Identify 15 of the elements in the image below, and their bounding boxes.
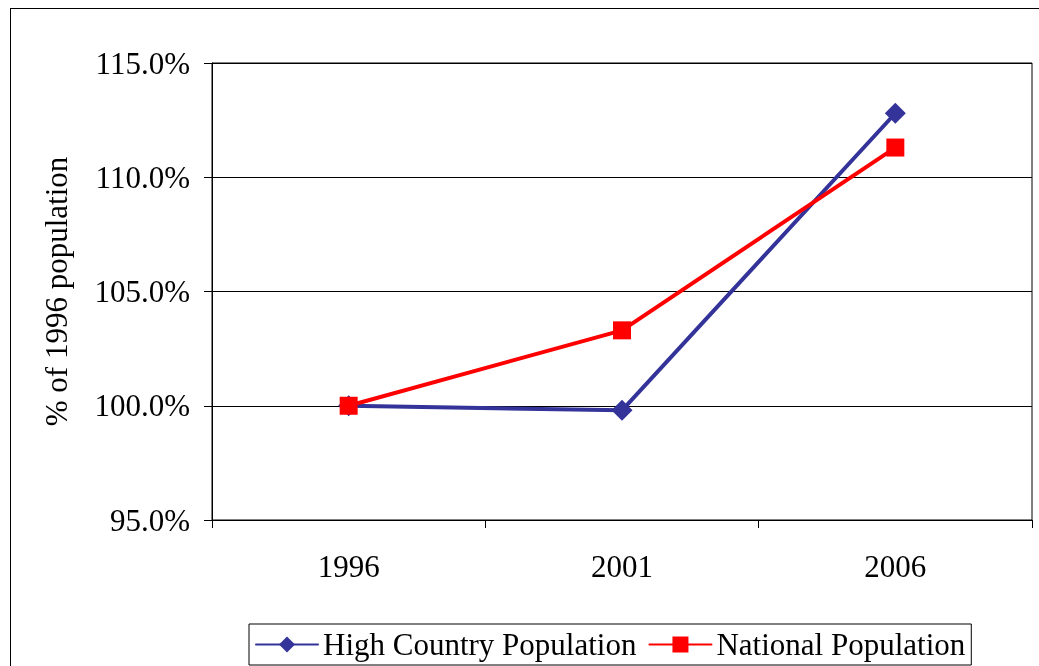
y-axis-title: % of 1996 population [39, 156, 74, 427]
legend-label: High Country Population [323, 627, 637, 662]
y-tick-label: 95.0% [109, 502, 190, 538]
y-tick-label: 100.0% [94, 388, 190, 424]
x-tick-label: 2006 [864, 549, 927, 584]
y-tick-label: 105.0% [94, 274, 190, 309]
point [613, 321, 631, 340]
x-tick-label: 2001 [591, 549, 653, 584]
legend-label: National Population [716, 627, 966, 662]
y-tick-label: 115.0% [95, 45, 190, 81]
point [886, 138, 905, 157]
point [611, 399, 633, 421]
point [884, 102, 906, 124]
y-tick-label: 110.0% [95, 159, 190, 195]
x-tick-label: 1996 [317, 549, 380, 584]
